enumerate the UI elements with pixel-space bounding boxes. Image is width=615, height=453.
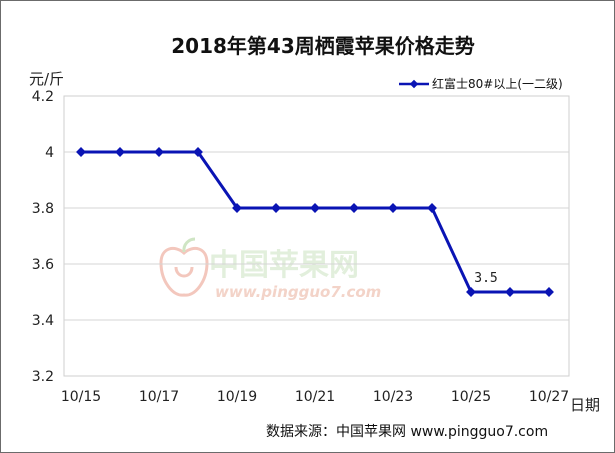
y-axis-ticks: 3.2 3.4 3.6 3.8 4 4.2: [32, 89, 54, 385]
data-point: [388, 203, 398, 213]
source-note: 数据来源：中国苹果网 www.pingguo7.com: [266, 424, 548, 440]
y-tick-label: 3.2: [32, 369, 54, 385]
data-point: [466, 287, 476, 297]
legend: 红富士80#以上(一二级): [399, 76, 563, 91]
y-tick-label: 3.4: [32, 313, 54, 329]
data-point: [271, 203, 281, 213]
x-tick-label: 10/25: [451, 389, 491, 405]
data-point: [427, 203, 437, 213]
y-tick-label: 3.8: [32, 201, 54, 217]
data-point: [193, 147, 203, 157]
data-point: [310, 203, 320, 213]
y-tick-label: 3.6: [32, 257, 54, 273]
x-axis-label: 日期: [570, 396, 600, 414]
data-point: [115, 147, 125, 157]
x-tick-label: 10/17: [139, 389, 179, 405]
x-tick-label: 10/19: [217, 389, 257, 405]
y-axis-label: 元/斤: [29, 70, 64, 88]
y-tick-label: 4.2: [32, 89, 54, 105]
x-axis-ticks: 10/15 10/17 10/19 10/21 10/23 10/25 10/27: [61, 389, 569, 405]
data-label: 3.5: [474, 271, 497, 286]
data-point: [232, 203, 242, 213]
watermark: 中国苹果网 www.pingguo7.com: [159, 237, 381, 301]
apple-logo-icon: [159, 237, 209, 297]
chart-title: 2018年第43周栖霞苹果价格走势: [171, 34, 475, 58]
data-point: [544, 287, 554, 297]
x-tick-label: 10/23: [373, 389, 413, 405]
data-point: [349, 203, 359, 213]
plot-area: [63, 95, 570, 377]
series-layer: [76, 147, 554, 297]
data-labels: 3.5: [474, 271, 497, 286]
data-point: [154, 147, 164, 157]
legend-label: 红富士80#以上(一二级): [432, 76, 563, 91]
x-tick-label: 10/21: [295, 389, 335, 405]
watermark-url: www.pingguo7.com: [215, 283, 381, 301]
x-tick-label: 10/27: [529, 389, 569, 405]
data-point: [76, 147, 86, 157]
x-tick-label: 10/15: [61, 389, 101, 405]
legend-diamond-marker: [409, 79, 419, 89]
data-point: [505, 287, 515, 297]
watermark-text: 中国苹果网: [209, 248, 359, 283]
y-tick-label: 4: [45, 145, 54, 161]
